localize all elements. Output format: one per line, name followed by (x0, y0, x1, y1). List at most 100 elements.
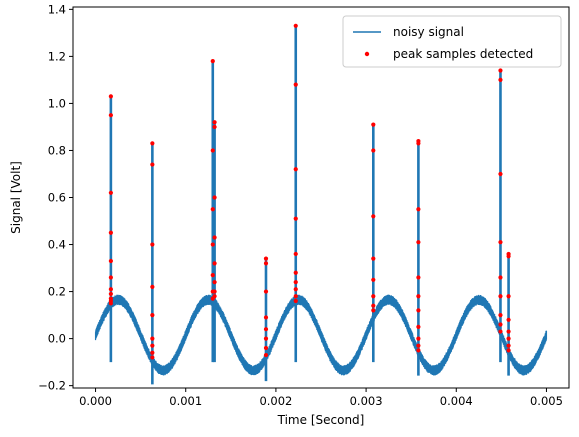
peak-sample-point (212, 289, 217, 294)
x-axis-ticks: 0.000 0.001 0.002 0.003 0.004 0.005 (79, 388, 563, 408)
peak-sample-point (212, 120, 217, 125)
y-axis-ticks: −0.2 0.0 0.2 0.4 0.6 0.8 1.0 1.2 1.4 (38, 2, 73, 393)
peak-sample-point (506, 336, 511, 341)
peak-sample-point (263, 352, 269, 358)
peak-sample-point (210, 148, 215, 153)
peak-sample-point (416, 275, 421, 280)
peak-samples-layer (108, 23, 511, 360)
y-tick-label: 1.2 (48, 49, 66, 63)
peak-sample-point (293, 82, 298, 87)
peak-sample-point (371, 256, 376, 261)
peak-sample-point (150, 162, 155, 167)
y-tick-label: 1.0 (48, 96, 66, 110)
peak-sample-point (498, 68, 503, 73)
peak-sample-point (371, 308, 376, 313)
peak-sample-point (108, 113, 113, 118)
peak-sample-point (498, 329, 503, 334)
y-tick-label: 0.4 (48, 238, 66, 252)
peak-sample-point (293, 298, 298, 304)
peak-sample-point (371, 148, 376, 153)
peak-sample-point (108, 190, 113, 195)
peak-sample-point (150, 336, 155, 341)
peak-sample-point (210, 273, 215, 278)
peak-sample-point (416, 308, 421, 313)
peak-sample-point (150, 355, 155, 360)
x-tick-label: 0.000 (79, 394, 112, 408)
peak-sample-point (498, 322, 503, 327)
legend-label-noisy-signal: noisy signal (393, 25, 464, 39)
x-tick-label: 0.003 (350, 394, 383, 408)
peak-sample-point (263, 289, 269, 294)
legend-label-peak-samples: peak samples detected (393, 47, 533, 61)
peak-sample-point (416, 324, 421, 329)
peak-sample-point (210, 58, 215, 64)
peak-sample-point (498, 312, 503, 318)
y-tick-label: 0.0 (48, 332, 66, 346)
peak-sample-point (416, 240, 421, 245)
peak-sample-point (498, 275, 503, 280)
peak-sample-point (212, 261, 217, 266)
x-tick-label: 0.005 (530, 394, 563, 408)
peak-sample-point (506, 294, 511, 299)
y-tick-label: −0.2 (38, 379, 66, 393)
peak-sample-point (371, 277, 376, 282)
x-tick-label: 0.001 (169, 394, 202, 408)
peak-sample-point (293, 270, 298, 275)
peak-sample-point (108, 287, 113, 292)
peak-sample-point (108, 258, 113, 264)
peak-sample-point (263, 256, 269, 261)
peak-sample-point (506, 317, 511, 322)
peak-sample-point (416, 294, 421, 299)
y-tick-label: 1.4 (48, 2, 66, 16)
peak-sample-point (416, 336, 421, 341)
peak-sample-point (498, 77, 503, 83)
peak-sample-point (150, 343, 155, 348)
y-tick-label: 0.6 (48, 191, 66, 205)
x-tick-label: 0.002 (259, 394, 292, 408)
y-tick-label: 0.8 (48, 143, 66, 157)
peak-sample-point (212, 195, 217, 200)
peak-sample-point (210, 242, 215, 247)
peak-sample-point (416, 343, 421, 348)
y-tick-label: 0.2 (48, 285, 66, 299)
x-tick-label: 0.004 (440, 394, 473, 408)
peak-sample-point (263, 261, 269, 266)
peak-sample-point (108, 301, 113, 306)
peak-sample-point (212, 235, 217, 240)
peak-sample-point (150, 350, 155, 355)
peak-sample-point (150, 312, 155, 318)
peak-sample-point (416, 207, 421, 212)
peak-sample-point (498, 240, 503, 245)
peak-sample-point (371, 122, 376, 127)
peak-sample-point (212, 124, 217, 130)
peak-sample-point (371, 303, 376, 308)
peak-sample-point (506, 348, 511, 353)
peak-sample-point (108, 94, 113, 99)
peak-sample-point (506, 329, 511, 334)
peak-sample-point (416, 141, 421, 146)
peak-sample-point (293, 294, 298, 299)
peak-sample-point (108, 291, 113, 297)
peak-sample-point (506, 254, 511, 259)
peak-sample-point (371, 214, 376, 219)
y-axis-label: Signal [Volt] (9, 161, 23, 234)
peak-sample-point (150, 284, 155, 289)
peak-sample-point (150, 242, 155, 247)
legend-box (342, 15, 562, 68)
noisy-signal-line (94, 294, 548, 376)
peak-sample-point (293, 280, 298, 285)
peak-sample-point (263, 315, 269, 320)
peak-sample-point (416, 348, 421, 353)
peak-sample-point (263, 327, 269, 332)
peak-sample-point (108, 230, 113, 235)
peak-sample-point (506, 343, 511, 348)
peak-sample-point (371, 294, 376, 299)
legend: noisy signal peak samples detected (342, 15, 562, 68)
peak-sample-point (293, 167, 298, 172)
peak-sample-point (293, 251, 298, 257)
peak-sample-point (212, 294, 217, 299)
peak-sample-point (263, 336, 269, 341)
peak-sample-point (210, 207, 215, 212)
